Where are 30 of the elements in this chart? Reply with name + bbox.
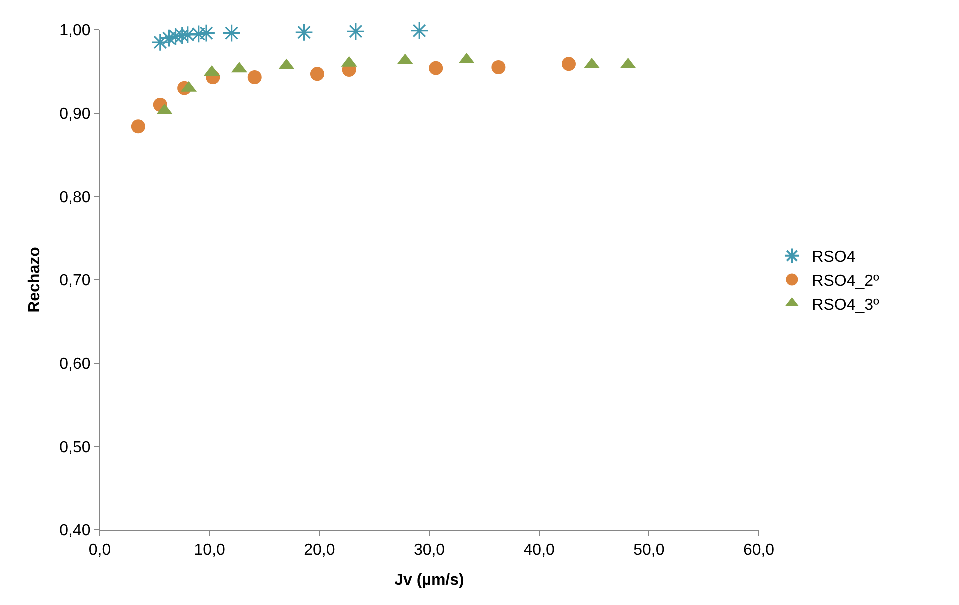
- y-tick-label: 0,90: [60, 106, 91, 123]
- point: [295, 23, 314, 42]
- y-axis-title: Rechazo: [26, 246, 44, 313]
- point: [429, 61, 444, 76]
- x-tick-label: 10,0: [194, 542, 226, 560]
- x-tick-label: 20,0: [304, 542, 336, 560]
- x-tick-label: 50,0: [634, 542, 665, 560]
- point: [346, 22, 366, 41]
- point: [310, 67, 324, 82]
- legend-label: RSO4_3º: [812, 296, 880, 314]
- x-axis-title: Jv (µm/s): [394, 572, 464, 589]
- x-tick-label: 40,0: [524, 542, 555, 560]
- legend-label: RSO4: [812, 249, 856, 266]
- legend-label: RSO4_2º: [812, 272, 880, 290]
- point: [131, 120, 146, 134]
- y-tick-label: 0,80: [60, 189, 91, 206]
- x-tick-label: 60,0: [743, 542, 775, 560]
- point: [492, 60, 506, 74]
- x-tick-label: 30,0: [414, 542, 446, 560]
- point: [222, 24, 241, 43]
- y-tick-label: 0,40: [60, 522, 91, 540]
- point: [562, 57, 576, 72]
- point: [151, 33, 170, 52]
- y-tick-label: 0,50: [60, 439, 91, 456]
- y-tick-label: 1,00: [60, 22, 91, 40]
- point: [248, 70, 262, 84]
- x-tick-label: 0,0: [88, 542, 112, 560]
- point: [410, 22, 429, 40]
- y-tick-label: 0,70: [60, 272, 91, 290]
- y-tick-label: 0,60: [60, 356, 91, 373]
